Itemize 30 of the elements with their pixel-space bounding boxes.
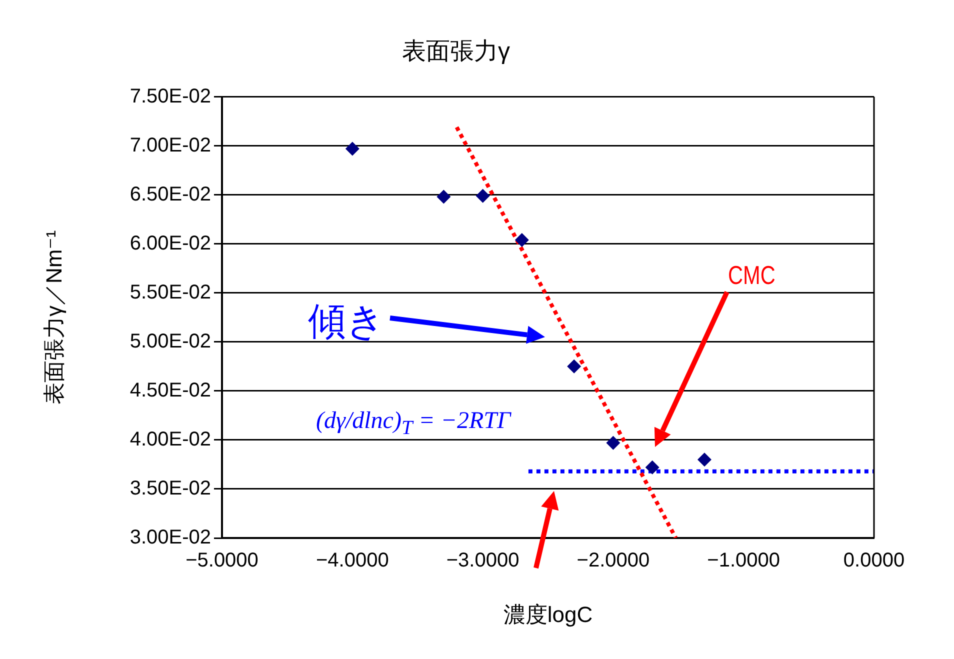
y-tick-label: 7.00E-02 (130, 134, 211, 156)
y-tick-label: 5.50E-02 (130, 281, 211, 304)
y-tick-label: 6.00E-02 (130, 232, 211, 254)
y-tick-label: 3.50E-02 (130, 477, 211, 500)
point (645, 460, 660, 474)
y-tick-label: 4.50E-02 (130, 379, 211, 402)
point (514, 232, 529, 247)
x-tick-label: −3.0000 (446, 550, 520, 572)
point (476, 188, 490, 203)
annotation: 傾き (308, 300, 385, 345)
annotation: CMC (728, 260, 776, 291)
point (606, 436, 620, 450)
y-tick-label: 4.00E-02 (130, 428, 211, 450)
x-tick-label: 0.0000 (843, 550, 905, 572)
x-tick-label: −1.0000 (707, 550, 780, 572)
point (345, 142, 360, 156)
y-tick-label: 7.50E-02 (130, 85, 211, 108)
point (697, 452, 712, 467)
x-axis-title: 濃度logC (503, 602, 593, 627)
x-tick-label: −2.0000 (576, 550, 650, 572)
chart-title: 表面張力γ (402, 38, 510, 66)
y-tick-label: 3.00E-02 (130, 526, 211, 549)
y-tick-label: 5.00E-02 (130, 330, 211, 352)
x-tick-label: −5.0000 (186, 550, 258, 572)
point (436, 190, 451, 204)
y-tick-label: 6.50E-02 (130, 183, 211, 206)
y-axis-title: 表面張力γ／Nm⁻¹ (41, 230, 66, 404)
annotation: (dγ/dlnc)$_{T}$ = −2RTΓ (316, 408, 511, 440)
point (567, 359, 582, 374)
x-tick-label: −4.0000 (316, 550, 389, 572)
